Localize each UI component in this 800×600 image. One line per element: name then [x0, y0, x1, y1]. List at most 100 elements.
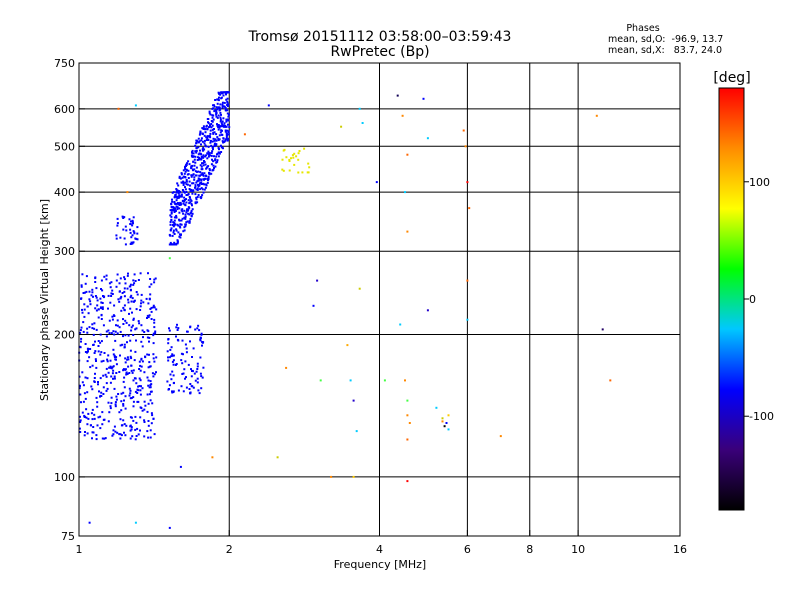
data-point	[201, 149, 204, 152]
data-point	[196, 187, 199, 190]
data-point	[200, 333, 203, 336]
data-point	[103, 437, 106, 440]
data-point	[116, 431, 119, 434]
data-point	[215, 143, 218, 146]
data-point	[134, 521, 137, 524]
data-point	[85, 408, 88, 411]
data-point	[288, 169, 291, 172]
data-point	[175, 202, 178, 205]
data-point	[223, 101, 226, 104]
data-point	[196, 196, 199, 198]
data-point	[207, 122, 210, 125]
data-point	[122, 323, 125, 325]
data-point	[177, 202, 180, 205]
data-point	[210, 123, 213, 125]
data-point	[196, 365, 199, 368]
data-point	[211, 116, 214, 119]
data-point	[130, 364, 133, 367]
data-point	[131, 234, 134, 237]
data-point	[190, 188, 193, 191]
data-point	[167, 338, 170, 340]
data-point	[140, 299, 143, 302]
data-point	[129, 339, 132, 342]
data-point	[221, 123, 224, 126]
data-point	[220, 146, 223, 149]
data-point	[89, 300, 92, 303]
data-point	[185, 211, 188, 214]
data-point	[174, 195, 177, 198]
data-point	[202, 164, 205, 167]
data-point	[181, 339, 184, 342]
data-point	[203, 188, 206, 191]
data-point	[220, 91, 223, 94]
data-point	[227, 103, 230, 106]
data-point	[119, 277, 122, 280]
data-point	[90, 294, 93, 297]
data-point	[223, 122, 226, 125]
data-point	[83, 414, 86, 417]
data-point	[84, 282, 87, 285]
data-point	[182, 180, 185, 183]
data-point	[96, 304, 99, 307]
data-point	[149, 380, 152, 383]
data-point	[139, 379, 142, 382]
data-point	[110, 396, 113, 399]
data-point	[102, 386, 105, 389]
data-point	[187, 212, 190, 215]
data-point	[133, 359, 136, 362]
data-point	[168, 526, 171, 529]
data-point	[124, 357, 127, 360]
data-point	[149, 308, 152, 310]
data-point	[115, 279, 118, 282]
data-point	[150, 390, 153, 393]
data-point	[192, 386, 195, 389]
data-point	[171, 353, 174, 356]
data-point	[182, 212, 185, 215]
data-point	[173, 201, 176, 203]
data-point	[124, 282, 127, 285]
data-point	[113, 354, 116, 357]
data-point	[220, 113, 222, 116]
data-point	[85, 416, 88, 419]
data-point	[349, 379, 352, 382]
data-point	[222, 147, 224, 150]
data-point	[101, 302, 104, 304]
data-point	[132, 317, 135, 320]
data-point	[152, 357, 155, 360]
data-point	[119, 354, 121, 357]
data-point	[447, 428, 450, 431]
data-point	[132, 379, 135, 382]
data-point	[132, 396, 135, 399]
data-point	[92, 333, 95, 336]
data-point	[86, 331, 89, 334]
data-point	[173, 241, 176, 244]
y-tick-label: 500	[54, 140, 75, 153]
data-point	[185, 183, 188, 186]
data-point	[169, 221, 172, 223]
data-point	[228, 113, 230, 116]
data-point	[211, 150, 214, 153]
data-point	[175, 216, 178, 219]
data-point	[138, 385, 141, 387]
data-point	[173, 211, 176, 213]
data-point	[147, 384, 150, 387]
data-point	[222, 137, 225, 140]
data-point	[226, 138, 229, 141]
data-point	[303, 147, 306, 150]
data-point	[221, 103, 224, 106]
data-point	[88, 298, 91, 301]
data-point	[134, 390, 137, 393]
data-point	[97, 308, 100, 311]
data-point	[217, 137, 220, 140]
data-point	[180, 172, 183, 175]
data-point	[187, 169, 190, 172]
data-point	[198, 133, 201, 136]
data-point	[79, 421, 82, 423]
data-point	[152, 375, 155, 378]
data-point	[103, 275, 106, 278]
data-point	[95, 396, 98, 399]
data-point	[129, 307, 132, 310]
data-point	[293, 152, 296, 155]
data-point	[227, 118, 230, 121]
data-point	[222, 94, 225, 97]
